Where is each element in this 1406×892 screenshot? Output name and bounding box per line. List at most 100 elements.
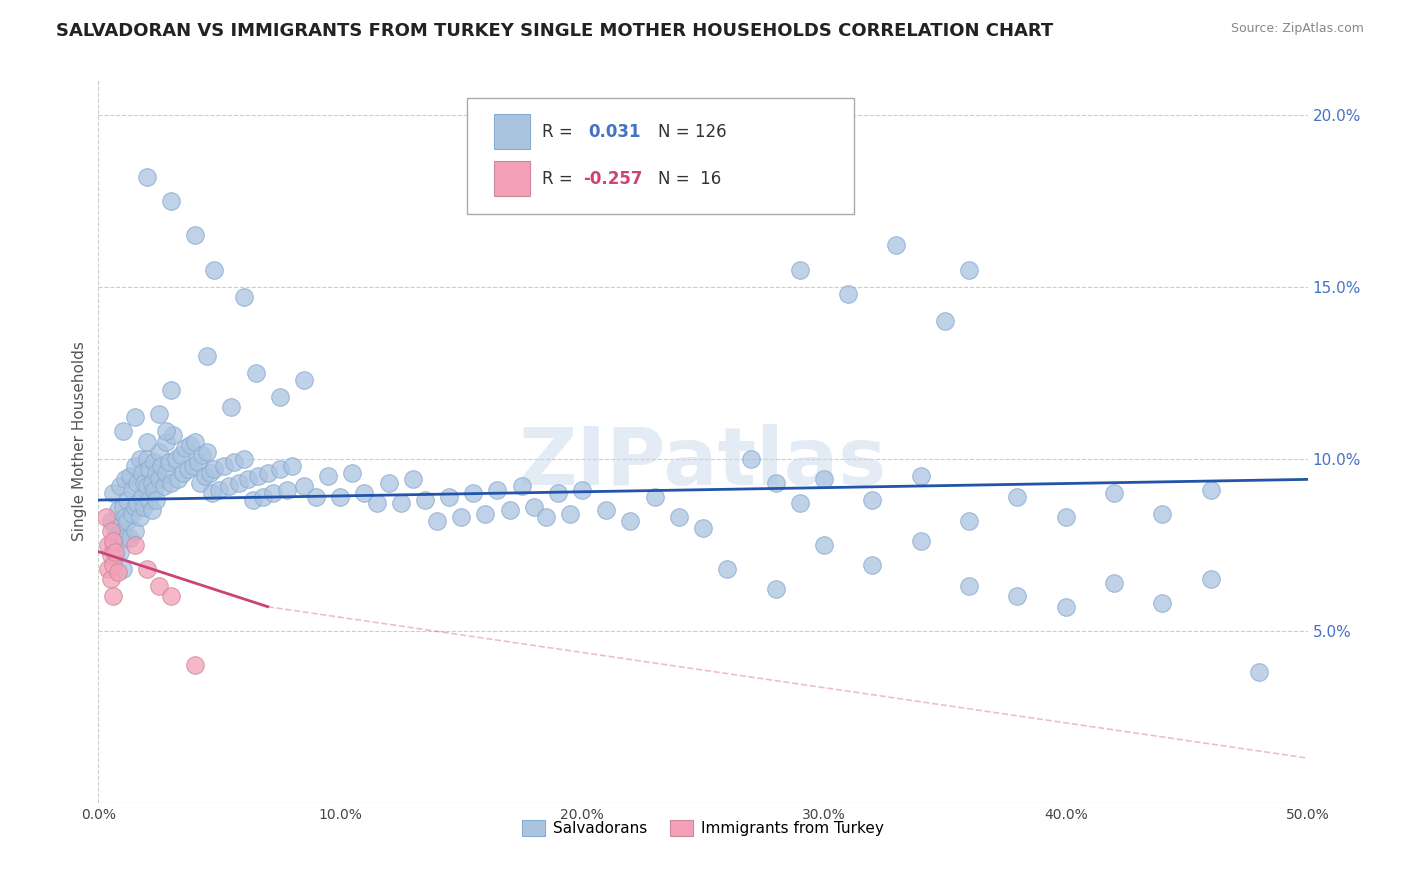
Point xyxy=(111,500,134,514)
Point xyxy=(172,466,194,480)
Point xyxy=(114,510,136,524)
Point xyxy=(463,486,485,500)
Point xyxy=(837,286,859,301)
Point xyxy=(644,490,666,504)
Point xyxy=(100,548,122,562)
Point xyxy=(177,462,200,476)
Point xyxy=(148,445,170,459)
Point xyxy=(1152,596,1174,610)
Point xyxy=(104,544,127,558)
Bar xyxy=(494,161,530,196)
Point xyxy=(813,538,835,552)
Point xyxy=(167,472,190,486)
Point xyxy=(131,466,153,480)
Point xyxy=(101,486,124,500)
Point xyxy=(155,466,177,480)
Point xyxy=(100,572,122,586)
Point xyxy=(124,410,146,425)
Point xyxy=(121,483,143,497)
Point xyxy=(124,538,146,552)
Point xyxy=(292,479,315,493)
Point xyxy=(117,493,139,508)
Point xyxy=(765,582,787,597)
Point xyxy=(595,503,617,517)
Point xyxy=(413,493,436,508)
Point xyxy=(97,562,120,576)
Point xyxy=(426,514,449,528)
Point xyxy=(135,434,157,449)
Point xyxy=(101,534,124,549)
Point xyxy=(1102,575,1125,590)
Point xyxy=(221,400,243,414)
Point xyxy=(155,434,177,449)
Point xyxy=(138,462,160,476)
Text: N =  16: N = 16 xyxy=(658,169,721,187)
Point xyxy=(1102,486,1125,500)
Point xyxy=(353,486,375,500)
Point xyxy=(117,514,139,528)
Point xyxy=(135,169,157,184)
Point xyxy=(256,466,278,480)
Point xyxy=(208,483,231,497)
Point xyxy=(269,462,291,476)
Text: Source: ZipAtlas.com: Source: ZipAtlas.com xyxy=(1230,22,1364,36)
Point xyxy=(135,562,157,576)
Point xyxy=(269,390,291,404)
Point xyxy=(692,520,714,534)
Point xyxy=(101,538,124,552)
Point xyxy=(157,455,180,469)
Point xyxy=(107,566,129,580)
Point xyxy=(342,466,364,480)
Point xyxy=(127,496,149,510)
Point xyxy=(188,475,211,490)
Point xyxy=(523,500,546,514)
Point xyxy=(228,475,250,490)
Legend: Salvadorans, Immigrants from Turkey: Salvadorans, Immigrants from Turkey xyxy=(516,814,890,842)
Point xyxy=(152,479,174,493)
Point xyxy=(100,524,122,538)
Point xyxy=(107,503,129,517)
Point xyxy=(619,514,641,528)
Point xyxy=(128,510,150,524)
Point xyxy=(148,472,170,486)
Point xyxy=(886,238,908,252)
Point xyxy=(740,451,762,466)
Point xyxy=(165,451,187,466)
Point xyxy=(1152,507,1174,521)
Point xyxy=(94,510,117,524)
Point xyxy=(155,424,177,438)
Point xyxy=(1199,483,1222,497)
Point xyxy=(910,469,932,483)
Text: 0.031: 0.031 xyxy=(588,122,641,141)
Point xyxy=(198,466,221,480)
Point xyxy=(281,458,304,473)
Point xyxy=(486,483,509,497)
Point xyxy=(934,314,956,328)
Point xyxy=(242,493,264,508)
Point xyxy=(135,479,157,493)
Point xyxy=(1054,510,1077,524)
Point xyxy=(111,562,134,576)
Point xyxy=(160,475,183,490)
Point xyxy=(389,496,412,510)
Point xyxy=(150,458,173,473)
Point xyxy=(101,558,124,573)
Text: -0.257: -0.257 xyxy=(583,169,643,187)
Point xyxy=(138,493,160,508)
Point xyxy=(141,503,163,517)
Point xyxy=(232,290,254,304)
Point xyxy=(204,262,226,277)
Point xyxy=(860,493,883,508)
Point xyxy=(107,527,129,541)
Point xyxy=(450,510,472,524)
Point xyxy=(716,562,738,576)
Point xyxy=(238,472,260,486)
Text: SALVADORAN VS IMMIGRANTS FROM TURKEY SINGLE MOTHER HOUSEHOLDS CORRELATION CHART: SALVADORAN VS IMMIGRANTS FROM TURKEY SIN… xyxy=(56,22,1053,40)
Point xyxy=(195,445,218,459)
Point xyxy=(402,472,425,486)
Point xyxy=(181,458,204,473)
Point xyxy=(111,524,134,538)
Text: R =: R = xyxy=(543,122,578,141)
FancyBboxPatch shape xyxy=(467,98,855,214)
Point xyxy=(366,496,388,510)
